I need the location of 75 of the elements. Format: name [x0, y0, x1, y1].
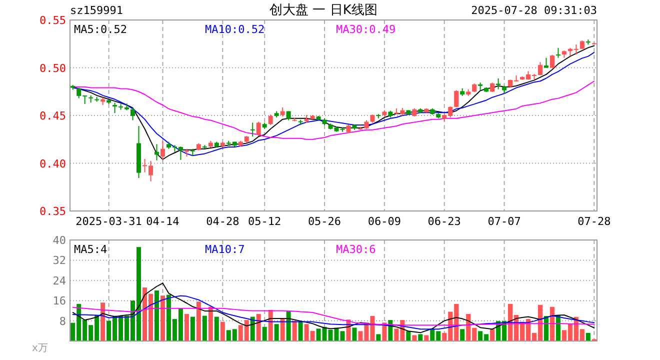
- bar: [298, 322, 303, 341]
- bar: [160, 296, 165, 341]
- text: MA10:0.52: [205, 23, 265, 36]
- text: MA10:7: [205, 243, 245, 256]
- bar: [202, 316, 207, 341]
- y-tick-label: 16: [52, 294, 66, 308]
- candlestick: [268, 114, 273, 126]
- bar: [256, 314, 261, 341]
- x-tick-label: 06-23: [428, 215, 461, 228]
- candlestick: [550, 54, 554, 69]
- candlestick: [490, 82, 495, 93]
- bar: [214, 316, 219, 341]
- candlestick: [454, 90, 459, 108]
- text: MA30:6: [336, 243, 376, 256]
- candlestick: [250, 122, 255, 138]
- bar: [424, 335, 429, 341]
- bar: [406, 331, 411, 341]
- y-tick-label: 0.55: [40, 14, 66, 27]
- candlestick: [538, 62, 542, 76]
- text: MA5:0.52: [74, 23, 127, 36]
- bar: [220, 322, 225, 341]
- bar: [550, 306, 554, 341]
- x-tick-label: 06-09: [368, 215, 401, 228]
- bar: [184, 314, 189, 341]
- x-tick-label: 04-14: [146, 215, 180, 228]
- bar: [418, 334, 423, 341]
- line-series: [72, 295, 595, 330]
- text: sz159991: [70, 4, 123, 17]
- bar: [490, 329, 495, 341]
- candlestick: [112, 102, 118, 114]
- x-tick-label: 07-28: [578, 215, 611, 228]
- candlestick: [544, 57, 548, 68]
- bar: [208, 306, 213, 341]
- bar: [544, 316, 548, 341]
- candlestick: [280, 106, 285, 117]
- text: MA5:4: [74, 243, 108, 256]
- bar: [292, 320, 297, 341]
- bar: [280, 319, 285, 341]
- bar: [196, 302, 201, 341]
- y-tick-label: 0.50: [40, 62, 66, 75]
- text: 2025-07-28 09:31:03: [471, 4, 597, 17]
- candlestick: [256, 121, 261, 137]
- bar: [274, 324, 279, 341]
- candlestick: [286, 110, 291, 121]
- bar: [460, 329, 465, 341]
- candlestick: [130, 106, 136, 121]
- bar: [190, 316, 195, 341]
- bar: [100, 302, 106, 341]
- candlestick: [160, 140, 165, 161]
- y-tick-label: 32: [52, 254, 66, 268]
- chart-title: 创大盘 一 日K线图: [270, 3, 378, 18]
- line-series: [72, 80, 595, 140]
- bar: [262, 326, 267, 341]
- text: MA30:0.49: [336, 23, 396, 36]
- bar: [154, 290, 159, 341]
- bar: [412, 335, 417, 341]
- x-tick-label: 2025-03-31: [76, 215, 142, 228]
- y-tick-label: 0.40: [40, 157, 66, 170]
- x-tick-label: 05-26: [308, 215, 342, 228]
- line-series: [72, 306, 595, 326]
- bar: [376, 334, 381, 341]
- candlestick: [556, 47, 560, 58]
- x-tick-label: 05-12: [248, 215, 282, 228]
- bar: [352, 328, 357, 341]
- bar: [586, 332, 590, 341]
- y-axis-title: x万: [32, 343, 48, 354]
- y-tick-label: 0.45: [40, 110, 66, 122]
- y-tick-label: 24: [52, 274, 66, 288]
- line-series: [72, 282, 595, 334]
- y-tick-label: 8: [59, 314, 66, 328]
- x-tick-label: 04-28: [206, 215, 240, 228]
- y-tick-label: 0.35: [40, 205, 66, 218]
- y-tick-label: 40: [52, 234, 66, 247]
- x-tick-label: 07-07: [488, 215, 521, 228]
- candlestick: [496, 78, 501, 90]
